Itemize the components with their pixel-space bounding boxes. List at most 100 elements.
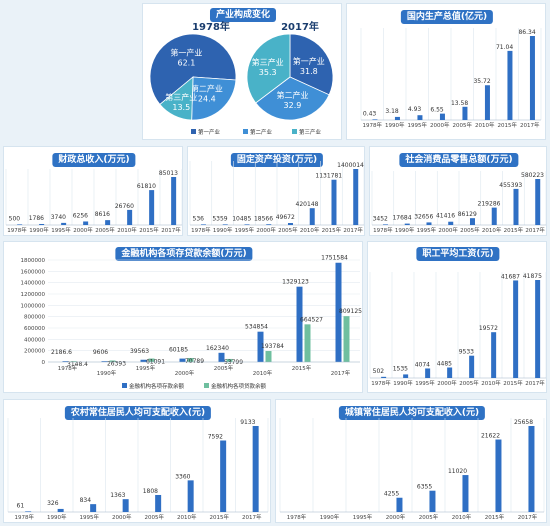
x-tick-label: 1995年 xyxy=(417,226,437,234)
x-tick-label: 2015年 xyxy=(498,121,518,129)
data-label: 1131781 xyxy=(315,173,342,180)
bar xyxy=(252,426,259,512)
finance-chart: 0 200000 400000 600000 800000 1000000 1200000 1… xyxy=(21,255,363,390)
x-tick-label: 1990年 xyxy=(393,379,413,387)
pie-slice xyxy=(149,33,237,105)
pie-title: 2017年 xyxy=(281,20,319,33)
data-label: 41416 xyxy=(436,213,455,220)
x-tick-label: 2000年 xyxy=(175,369,195,377)
bar xyxy=(220,440,227,512)
bar xyxy=(109,360,116,362)
x-tick-label: 2017年 xyxy=(525,226,545,234)
retail-title: 社会消费品零售总额(万元) xyxy=(399,153,519,167)
bar xyxy=(382,224,388,225)
data-label: 534854 xyxy=(245,324,268,331)
data-label: 0.43 xyxy=(363,110,377,117)
x-tick-label: 1995年 xyxy=(136,364,156,372)
bar xyxy=(70,361,77,362)
investment-title: 固定资产投资(万元) xyxy=(230,153,324,167)
data-label: 326 xyxy=(47,500,59,507)
pie-slice-name: 第一产业 xyxy=(170,48,202,58)
x-tick-label: 2017年 xyxy=(343,226,363,234)
rural-title: 农村常住居民人均可支配收入(元) xyxy=(64,406,212,420)
data-label: 7592 xyxy=(208,434,223,441)
pie-slice-value: 24.4 xyxy=(198,94,216,103)
y-tick-label: 1800000 xyxy=(21,258,46,264)
data-label: 809125 xyxy=(339,308,362,315)
x-tick-label: 2010年 xyxy=(117,226,137,234)
retail-chart: 1978年 3452 1990年 17684 1995年 32656 2000年 41416 2… xyxy=(371,171,547,234)
industry-panel: 产业构成变化 第一产业 62.1 第二产业 24.4 第三产业 13.5 1978年 第一产业… xyxy=(142,3,342,140)
x-tick-label: 1978年 xyxy=(15,513,35,521)
data-label: 86.34 xyxy=(518,29,535,36)
data-label: 53799 xyxy=(224,359,243,366)
pie-slice xyxy=(246,33,291,104)
data-label: 420148 xyxy=(296,201,319,208)
bar xyxy=(528,426,535,512)
data-label: 9533 xyxy=(459,349,474,356)
legend-swatch xyxy=(292,129,297,134)
bar xyxy=(331,179,337,225)
x-tick-label: 2000年 xyxy=(430,121,450,129)
x-tick-label: 1978年 xyxy=(363,121,383,129)
investment-panel: 固定资产投资(万元) 1978年 536 1990年 5359 1995年 10485 20… xyxy=(187,146,365,236)
data-label: 1751584 xyxy=(321,255,348,262)
bar xyxy=(83,221,89,225)
urban-chart: 1978年 1990年 1995年 2000年 4255 2005年 6355 2010年 11… xyxy=(279,418,545,521)
bar xyxy=(404,223,410,225)
pie-slice-name: 第三产业 xyxy=(165,92,197,102)
y-tick-label: 200000 xyxy=(24,349,45,355)
x-tick-label: 2017年 xyxy=(331,369,351,377)
data-label: 1329123 xyxy=(282,279,309,286)
data-label: 8616 xyxy=(95,211,110,218)
pie-slice-name: 第三产业 xyxy=(252,57,284,67)
bar xyxy=(491,207,497,225)
gdp-chart: 1978年 0.43 1990年 3.18 1995年 4.93 2000年 6.55 2005… xyxy=(360,28,542,129)
data-label: 580223 xyxy=(521,172,544,179)
data-label: 162340 xyxy=(206,345,229,352)
x-tick-label: 2000年 xyxy=(437,379,457,387)
pie-slice-value: 13.5 xyxy=(172,103,190,112)
bar xyxy=(495,439,502,512)
x-tick-label: 2015年 xyxy=(292,364,312,372)
data-label: 11020 xyxy=(448,468,467,475)
rural-panel: 农村常住居民人均可支配收入(元) 1978年 61 1990年 326 1995年 834… xyxy=(3,399,271,523)
bar xyxy=(425,368,431,378)
industry-chart: 第一产业62.1第二产业24.4第三产业13.51978年第一产业31.8第二产… xyxy=(149,20,334,136)
bar xyxy=(426,222,432,225)
legend-label: 金融机构各项存款余额 xyxy=(129,382,185,390)
bar xyxy=(417,115,423,120)
bar xyxy=(343,316,350,362)
x-tick-label: 2015年 xyxy=(322,226,342,234)
y-tick-label: 1400000 xyxy=(21,281,46,287)
x-tick-label: 2015年 xyxy=(504,226,524,234)
bar xyxy=(394,116,400,120)
data-label: 70789 xyxy=(185,358,204,365)
bar xyxy=(90,504,97,512)
bar xyxy=(244,224,250,225)
pie-slice-value: 35.3 xyxy=(259,68,277,77)
data-label: 26760 xyxy=(115,203,134,210)
data-label: 3360 xyxy=(175,473,190,480)
x-tick-label: 2000年 xyxy=(256,226,276,234)
bar xyxy=(403,374,409,378)
fiscal-title: 财政总收入(万元) xyxy=(52,153,136,167)
x-tick-label: 2010年 xyxy=(300,226,320,234)
bar xyxy=(171,177,177,225)
data-label: 4255 xyxy=(384,491,399,498)
bar xyxy=(266,224,272,225)
x-tick-label: 2017年 xyxy=(520,121,540,129)
x-tick-label: 2015年 xyxy=(485,513,505,521)
data-label: 5359 xyxy=(212,215,227,222)
legend-label: 第二产业 xyxy=(250,128,273,136)
x-tick-label: 1978年 xyxy=(371,379,391,387)
bar xyxy=(101,361,108,362)
bar xyxy=(381,376,387,378)
data-label: 455393 xyxy=(499,182,522,189)
pie-slice-value: 32.9 xyxy=(284,101,302,110)
x-tick-label: 2017年 xyxy=(518,513,538,521)
x-tick-label: 2010年 xyxy=(177,513,197,521)
legend-swatch xyxy=(243,129,248,134)
data-label: 834 xyxy=(80,497,92,504)
y-tick-label: 600000 xyxy=(24,326,45,332)
